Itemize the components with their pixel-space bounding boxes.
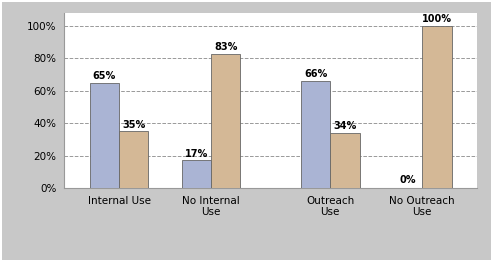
Text: 100%: 100% bbox=[422, 14, 452, 24]
Bar bbox=[90, 83, 119, 188]
Text: 17%: 17% bbox=[184, 149, 208, 159]
Text: 66%: 66% bbox=[304, 69, 327, 79]
Text: 65%: 65% bbox=[93, 71, 116, 81]
Bar bbox=[211, 54, 240, 188]
Bar bbox=[182, 161, 211, 188]
Bar bbox=[119, 131, 149, 188]
Text: 34%: 34% bbox=[334, 121, 357, 131]
Text: 35%: 35% bbox=[122, 120, 145, 130]
Bar bbox=[301, 81, 330, 188]
Bar bbox=[330, 133, 360, 188]
Text: 83%: 83% bbox=[214, 42, 237, 52]
Text: 0%: 0% bbox=[399, 175, 416, 186]
Bar bbox=[422, 26, 452, 188]
